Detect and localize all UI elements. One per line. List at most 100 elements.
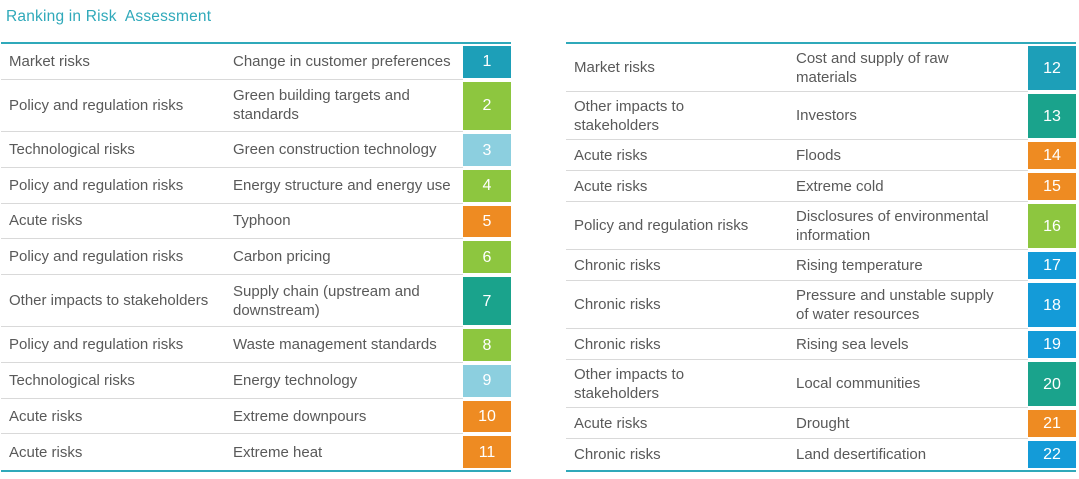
rank-badge: 9 xyxy=(463,365,511,397)
risk-row: Acute risks Typhoon 5 xyxy=(1,204,511,240)
risk-row: Technological risks Green construction te… xyxy=(1,132,511,168)
rank-badge: 3 xyxy=(463,134,511,166)
rank-badge: 10 xyxy=(463,400,511,433)
rank-badge: 14 xyxy=(1028,142,1076,169)
rank-badge: 21 xyxy=(1028,410,1076,437)
rank-badge: 13 xyxy=(1028,94,1076,138)
rank-badge: 8 xyxy=(463,329,511,362)
risk-row: Technological risks Energy technology 9 xyxy=(1,363,511,399)
risk-category: Market risks xyxy=(566,44,796,92)
risk-category: Acute risks xyxy=(1,204,233,240)
rank-badge-cell: 15 xyxy=(1028,171,1076,202)
ranking-table-left: Market risks Change in customer preferenc… xyxy=(1,42,511,472)
risk-description: Extreme downpours xyxy=(233,399,463,435)
risk-description: Carbon pricing xyxy=(233,239,463,275)
risk-row: Acute risks Extreme heat 11 xyxy=(1,434,511,470)
rank-badge-cell: 9 xyxy=(463,363,511,399)
risk-row: Other impacts to stakeholders Investors 13 xyxy=(566,92,1076,140)
rank-badge-cell: 14 xyxy=(1028,140,1076,171)
risk-row: Policy and regulation risks Green buildin… xyxy=(1,80,511,133)
rank-badge-cell: 19 xyxy=(1028,329,1076,360)
risk-category: Chronic risks xyxy=(574,446,661,463)
risk-category: Policy and regulation risks xyxy=(1,168,233,204)
rank-badge-cell: 21 xyxy=(1028,408,1076,439)
risk-category: Technological risks xyxy=(1,363,233,399)
risk-description: Disclosures of environmental information xyxy=(796,202,1028,250)
rank-badge: 20 xyxy=(1028,362,1076,406)
risk-category: Chronic risks xyxy=(566,281,796,329)
rank-badge: 2 xyxy=(463,81,511,131)
rank-badge: 7 xyxy=(463,276,511,326)
risk-category: Other impacts to stakeholders xyxy=(566,92,796,140)
risk-description: Investors xyxy=(796,92,1028,140)
rank-badge-cell: 10 xyxy=(463,399,511,435)
rank-badge-cell: 16 xyxy=(1028,202,1076,250)
risk-category: Acute risks xyxy=(566,171,796,202)
rank-badge: 17 xyxy=(1028,252,1076,279)
risk-description: Change in customer preferences xyxy=(233,44,463,80)
risk-category: Other impacts to stakeholders xyxy=(1,275,233,328)
rank-badge: 11 xyxy=(463,436,511,469)
rank-badge: 4 xyxy=(463,169,511,202)
risk-row: Other impacts to stakeholders Local commu… xyxy=(566,360,1076,408)
rank-badge-cell: 1 xyxy=(463,44,511,80)
rank-badge-cell: 13 xyxy=(1028,92,1076,140)
risk-category: Chronic risks xyxy=(566,329,796,360)
ranking-table-right: Market risks Cost and supply of raw mater… xyxy=(566,42,1076,472)
rank-badge-cell: 8 xyxy=(463,327,511,363)
risk-category: Acute risks xyxy=(9,443,83,461)
risk-row: Acute risks Floods 14 xyxy=(566,140,1076,171)
risk-description: Energy structure and energy use xyxy=(233,168,463,204)
risk-row: Chronic risks Pressure and unstable suppl… xyxy=(566,281,1076,329)
risk-description: Waste management standards xyxy=(233,327,463,364)
rank-badge: 16 xyxy=(1028,204,1076,248)
risk-row: Acute risks Extreme downpours 10 xyxy=(1,399,511,435)
rank-badge-cell: 20 xyxy=(1028,360,1076,408)
rank-badge-cell: 5 xyxy=(463,204,511,240)
rank-badge: 22 xyxy=(1028,441,1076,468)
risk-category: Policy and regulation risks xyxy=(1,327,233,364)
risk-description: Pressure and unstable supply of water re… xyxy=(796,281,1028,329)
rank-badge-cell: 17 xyxy=(1028,250,1076,281)
risk-description: Extreme cold xyxy=(796,171,1028,202)
risk-category: Other impacts to stakeholders xyxy=(566,360,796,408)
risk-category: Policy and regulation risks xyxy=(566,202,796,250)
ranking-tables: Market risks Change in customer preferenc… xyxy=(1,42,1079,472)
rank-badge: 19 xyxy=(1028,331,1076,358)
risk-category: Chronic risks xyxy=(566,250,796,281)
risk-row: Chronic risks Land desertification 22 xyxy=(566,439,1076,470)
risk-description: Local communities xyxy=(796,360,1028,408)
rank-badge: 1 xyxy=(463,46,511,78)
risk-row: Policy and regulation risks Disclosures o… xyxy=(566,202,1076,250)
risk-row: Market risks Cost and supply of raw mater… xyxy=(566,44,1076,92)
risk-category: Acute risks xyxy=(1,399,233,435)
rank-badge-cell: 7 xyxy=(463,275,511,328)
risk-description: Floods xyxy=(796,140,1028,171)
risk-row: Acute risks Extreme cold 15 xyxy=(566,171,1076,202)
risk-description: Land desertification xyxy=(796,446,927,463)
risk-description: Rising sea levels xyxy=(796,329,1028,360)
risk-description: Cost and supply of raw materials xyxy=(796,44,1028,92)
rank-badge-cell: 3 xyxy=(463,132,511,168)
rank-badge: 5 xyxy=(463,205,511,238)
rank-badge: 12 xyxy=(1028,46,1076,90)
risk-description: Green construction technology xyxy=(233,132,463,168)
risk-row: Policy and regulation risks Waste managem… xyxy=(1,327,511,364)
risk-category: Acute risks xyxy=(566,408,796,439)
risk-row: Chronic risks Rising temperature 17 xyxy=(566,250,1076,281)
risk-category: Market risks xyxy=(1,44,233,80)
rank-badge-cell: 12 xyxy=(1028,44,1076,92)
risk-description: Typhoon xyxy=(233,204,463,240)
risk-row: Market risks Change in customer preferenc… xyxy=(1,44,511,80)
rank-badge: 15 xyxy=(1028,173,1076,200)
rank-badge: 6 xyxy=(463,241,511,273)
risk-category: Policy and regulation risks xyxy=(1,80,233,133)
rank-badge-cell: 18 xyxy=(1028,281,1076,329)
risk-category: Technological risks xyxy=(1,132,233,168)
rank-badge-cell: 11 xyxy=(463,434,511,470)
risk-description: Drought xyxy=(796,408,1028,439)
rank-badge-cell: 6 xyxy=(463,239,511,275)
rank-badge-cell: 4 xyxy=(463,168,511,204)
risk-category: Policy and regulation risks xyxy=(1,239,233,275)
